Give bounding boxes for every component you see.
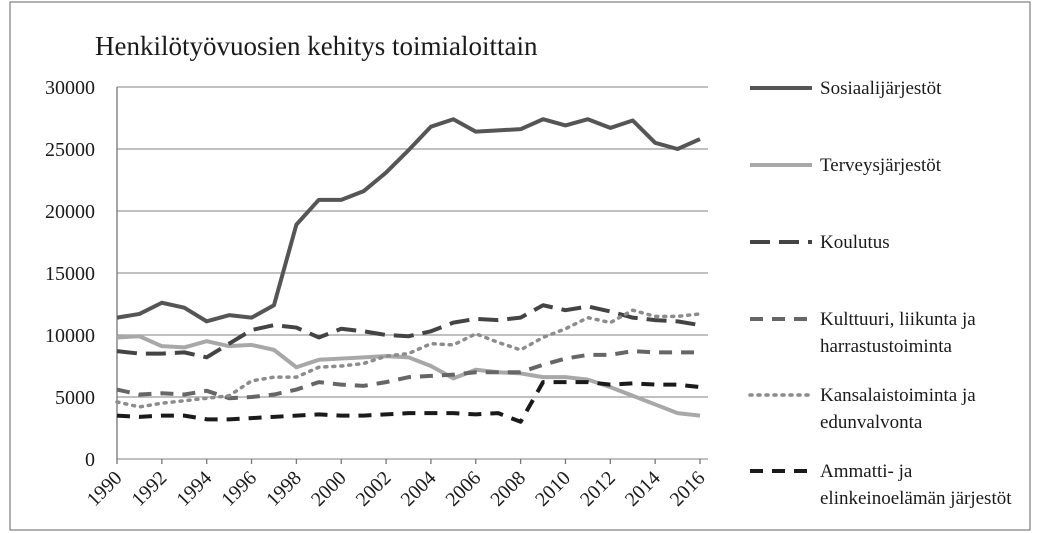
chart-title: Henkilötyövuosien kehitys toimialoittain (95, 31, 538, 61)
x-tick-label: 2016 (666, 467, 710, 511)
x-tick-label: 2006 (441, 467, 485, 511)
y-tick-label: 20000 (45, 201, 95, 223)
x-tick-label: 2010 (531, 467, 575, 511)
x-tick-label: 1992 (128, 467, 172, 511)
legend-label: Kulttuuri, liikunta ja harrastustoiminta (820, 309, 976, 357)
legend-label: Kansalaistoiminta ja edunvalvonta (820, 385, 976, 433)
x-tick-label: 1994 (172, 467, 216, 511)
x-tick-label: 1996 (217, 467, 261, 511)
legend-label: Terveysjärjestöt (820, 155, 942, 176)
x-tick-label: 2002 (352, 467, 396, 511)
x-tick-label: 2008 (486, 467, 530, 511)
y-tick-label: 0 (85, 449, 95, 471)
frame (9, 1, 1031, 531)
x-tick-label: 2012 (576, 467, 620, 511)
series-line (115, 308, 702, 409)
x-tick-label: 1998 (262, 467, 306, 511)
y-tick-label: 5000 (55, 387, 95, 409)
legend-label: Koulutus (820, 232, 890, 253)
series-line (116, 349, 700, 401)
y-tick-label: 15000 (45, 263, 95, 285)
legend-label: Ammatti- ja elinkeinoelämän järjestöt (820, 461, 1012, 509)
series-line (116, 303, 701, 360)
x-tick-label: 2014 (621, 467, 665, 511)
series-line (116, 117, 701, 324)
legend-label: Sosiaalijärjestöt (820, 78, 942, 99)
y-tick-label: 10000 (45, 325, 95, 347)
series-line (116, 380, 701, 424)
y-tick-label: 25000 (45, 139, 95, 161)
x-tick-label: 1990 (83, 467, 127, 511)
y-tick-label: 30000 (45, 77, 95, 99)
x-tick-label: 2004 (397, 467, 441, 511)
x-tick-label: 2000 (307, 467, 351, 511)
